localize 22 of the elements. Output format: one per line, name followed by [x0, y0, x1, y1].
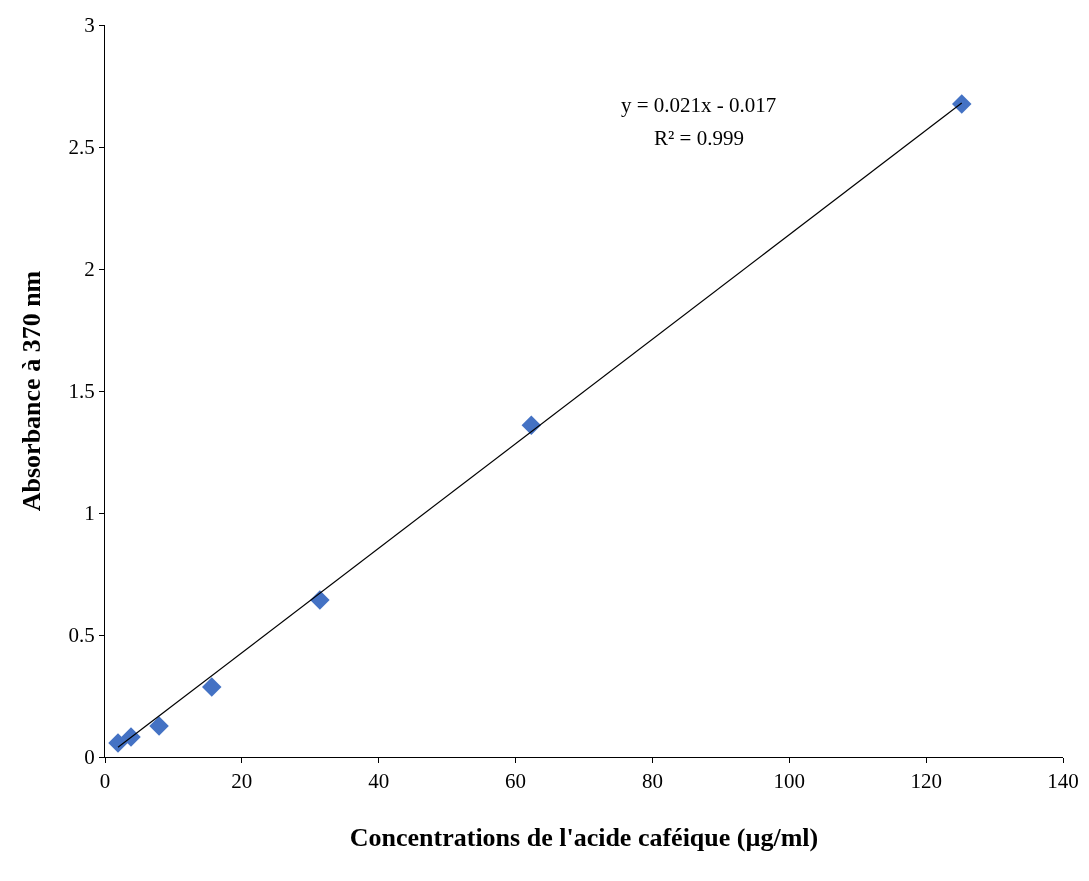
x-tick-label: 140: [1047, 769, 1079, 794]
x-tick-label: 120: [910, 769, 942, 794]
y-tick-label: 3: [84, 13, 95, 38]
x-tick-label: 60: [505, 769, 527, 794]
y-tick-label: 0.5: [68, 623, 95, 648]
point: [951, 94, 972, 114]
y-axis-title: Absorbance à 370 nm: [16, 270, 46, 512]
y-tick-label: 1.5: [68, 379, 95, 404]
x-tick-label: 40: [368, 769, 390, 794]
annotation: R² = 0.999: [654, 126, 744, 150]
y-tick-label: 2: [84, 257, 95, 282]
annotation: y = 0.021x - 0.017: [621, 93, 777, 117]
y-tick-label: 2.5: [68, 135, 95, 160]
x-tick-label: 100: [773, 769, 806, 794]
x-tick-label: 80: [641, 769, 663, 794]
y-tick-label: 0: [84, 745, 95, 770]
x-tick-label: 20: [231, 769, 253, 794]
x-axis-title: Concentrations de l'acide caféique (µg/ml): [349, 822, 819, 852]
point: [202, 677, 222, 697]
y-tick-label: 1: [84, 501, 95, 526]
point: [149, 716, 169, 736]
point: [521, 415, 542, 435]
